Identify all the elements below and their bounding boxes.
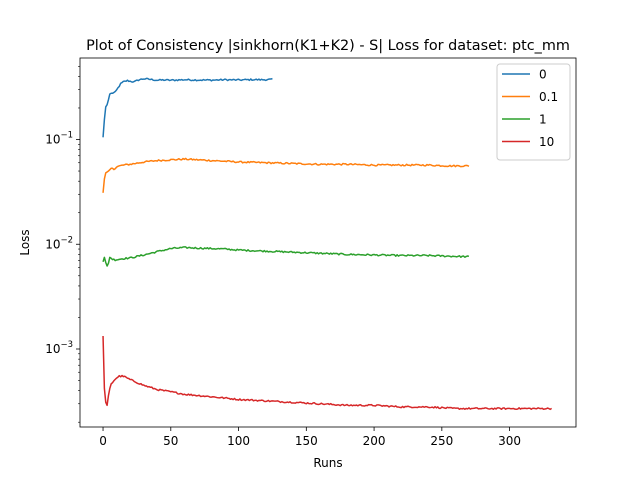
x-tick-label: 250 — [430, 434, 453, 448]
y-axis-label: Loss — [18, 229, 32, 255]
legend-label: 10 — [539, 135, 554, 149]
x-tick-label: 200 — [363, 434, 386, 448]
legend-label: 0.1 — [539, 90, 558, 104]
y-axis-ticks: 10−3 10−2 10−1 — [45, 65, 80, 423]
legend-label: 1 — [539, 113, 547, 127]
y-tick-label: 10−3 — [45, 340, 73, 356]
series-line-0 — [102, 77, 273, 138]
series-line-10 — [102, 336, 553, 411]
x-axis-ticks: 0 50 100 150 200 250 300 — [99, 427, 521, 448]
x-axis-label: Runs — [313, 456, 342, 470]
x-tick-label: 0 — [99, 434, 107, 448]
legend-label: 0 — [539, 68, 547, 82]
series-lines — [102, 77, 553, 411]
series-line-1 — [102, 246, 470, 267]
legend-frame — [496, 63, 571, 161]
x-tick-label: 150 — [295, 434, 318, 448]
x-tick-label: 300 — [498, 434, 521, 448]
series-line-0-1 — [102, 157, 470, 193]
plot-frame — [79, 57, 577, 428]
legend: 0 0.1 1 10 — [496, 63, 571, 161]
x-tick-label: 100 — [227, 434, 250, 448]
x-tick-label: 50 — [163, 434, 178, 448]
chart-title: Plot of Consistency |sinkhorn(K1+K2) - S… — [86, 38, 570, 54]
y-tick-label: 10−1 — [45, 131, 73, 147]
y-tick-label: 10−2 — [45, 235, 73, 251]
